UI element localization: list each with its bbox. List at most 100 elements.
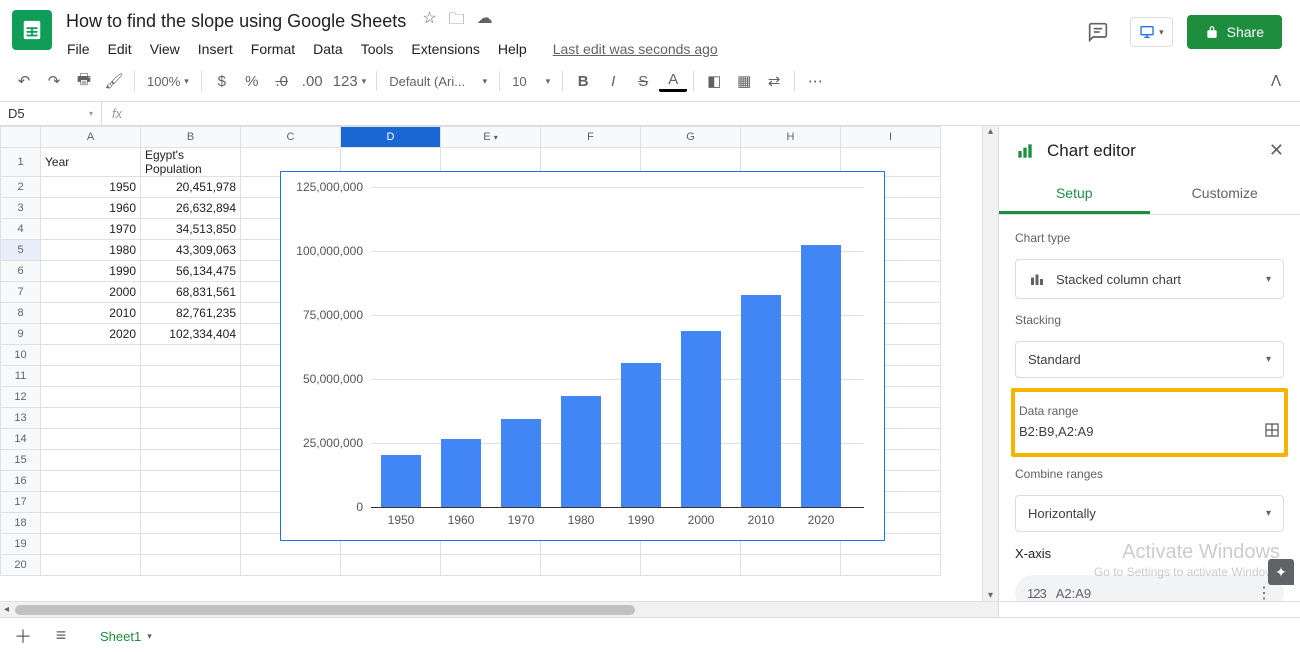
merge-icon[interactable]: ⇄ [760, 67, 788, 95]
xaxis-field[interactable]: 123 A2:A9 ⋮ [1015, 575, 1284, 601]
bar-1990[interactable] [621, 363, 661, 507]
col-header-H[interactable]: H [741, 127, 841, 148]
cell-B1[interactable]: Egypt's Population [141, 148, 241, 177]
col-header-I[interactable]: I [841, 127, 941, 148]
col-header-G[interactable]: G [641, 127, 741, 148]
row-header-20[interactable]: 20 [1, 555, 41, 576]
textcolor-button[interactable]: A [659, 70, 687, 92]
bar-2000[interactable] [681, 331, 721, 507]
cell-B13[interactable] [141, 408, 241, 429]
paintformat-icon[interactable]: 🖌 [100, 67, 128, 95]
cell-A13[interactable] [41, 408, 141, 429]
tab-customize[interactable]: Customize [1150, 175, 1300, 214]
row-header-1[interactable]: 1 [1, 148, 41, 177]
row-header-7[interactable]: 7 [1, 282, 41, 303]
explore-button[interactable]: ✦ [1268, 559, 1294, 585]
row-header-8[interactable]: 8 [1, 303, 41, 324]
row-header-2[interactable]: 2 [1, 177, 41, 198]
xaxis-more-icon[interactable]: ⋮ [1256, 583, 1272, 601]
cell-B2[interactable]: 20,451,978 [141, 177, 241, 198]
cell-B17[interactable] [141, 492, 241, 513]
cell-A5[interactable]: 1980 [41, 240, 141, 261]
name-box[interactable]: D5 [0, 102, 102, 125]
cell-B15[interactable] [141, 450, 241, 471]
cell-B6[interactable]: 56,134,475 [141, 261, 241, 282]
dec-decimal-button[interactable]: .0 [268, 67, 296, 95]
cell-A12[interactable] [41, 387, 141, 408]
col-header-F[interactable]: F [541, 127, 641, 148]
percent-button[interactable]: % [238, 67, 266, 95]
cell-C20[interactable] [241, 555, 341, 576]
cell-B4[interactable]: 34,513,850 [141, 219, 241, 240]
col-header-A[interactable]: A [41, 127, 141, 148]
close-icon[interactable]: ✕ [1269, 140, 1284, 161]
menu-extensions[interactable]: Extensions [404, 37, 486, 61]
cell-B10[interactable] [141, 345, 241, 366]
row-header-5[interactable]: 5 [1, 240, 41, 261]
move-icon[interactable]: 🗀 [449, 8, 465, 35]
fontsize-select[interactable]: 10 [506, 67, 556, 95]
cell-A4[interactable]: 1970 [41, 219, 141, 240]
col-header-C[interactable]: C [241, 127, 341, 148]
undo-icon[interactable]: ↶ [10, 67, 38, 95]
cell-E20[interactable] [441, 555, 541, 576]
cell-B18[interactable] [141, 513, 241, 534]
menu-insert[interactable]: Insert [191, 37, 240, 61]
sheets-logo-icon[interactable] [12, 10, 52, 50]
data-range-value[interactable]: B2:B9,A2:A9 [1019, 424, 1093, 439]
menu-edit[interactable]: Edit [101, 37, 139, 61]
cell-A19[interactable] [41, 534, 141, 555]
redo-icon[interactable]: ↷ [40, 67, 68, 95]
collapse-toolbar-icon[interactable]: ᐱ [1262, 67, 1290, 95]
add-sheet-button[interactable]: ＋ [8, 621, 38, 651]
row-header-13[interactable]: 13 [1, 408, 41, 429]
cell-A11[interactable] [41, 366, 141, 387]
row-header-12[interactable]: 12 [1, 387, 41, 408]
row-header-18[interactable]: 18 [1, 513, 41, 534]
tab-setup[interactable]: Setup [999, 175, 1150, 214]
cell-A18[interactable] [41, 513, 141, 534]
cell-D20[interactable] [341, 555, 441, 576]
menu-file[interactable]: File [60, 37, 97, 61]
row-header-14[interactable]: 14 [1, 429, 41, 450]
sheet-tab[interactable]: Sheet1 [84, 619, 168, 652]
present-button[interactable]: ▾ [1130, 17, 1173, 47]
row-header-10[interactable]: 10 [1, 345, 41, 366]
vertical-scrollbar[interactable]: ▴▾ [982, 126, 998, 601]
doc-title[interactable]: How to find the slope using Google Sheet… [60, 9, 412, 34]
more-icon[interactable]: ⋯ [801, 67, 829, 95]
number-format-button[interactable]: 123 [329, 67, 371, 95]
cell-I20[interactable] [841, 555, 941, 576]
cell-B5[interactable]: 43,309,063 [141, 240, 241, 261]
cell-B20[interactable] [141, 555, 241, 576]
cell-A1[interactable]: Year [41, 148, 141, 177]
row-header-11[interactable]: 11 [1, 366, 41, 387]
menu-format[interactable]: Format [244, 37, 302, 61]
borders-icon[interactable]: ▦ [730, 67, 758, 95]
row-header-3[interactable]: 3 [1, 198, 41, 219]
bold-button[interactable]: B [569, 67, 597, 95]
cell-A6[interactable]: 1990 [41, 261, 141, 282]
fillcolor-icon[interactable]: ◧ [700, 67, 728, 95]
cell-G20[interactable] [641, 555, 741, 576]
menu-data[interactable]: Data [306, 37, 350, 61]
currency-button[interactable]: $ [208, 67, 236, 95]
cell-B9[interactable]: 102,334,404 [141, 324, 241, 345]
font-select[interactable]: Default (Ari... [383, 67, 493, 95]
bar-1970[interactable] [501, 419, 541, 507]
last-edit-link[interactable]: Last edit was seconds ago [546, 37, 725, 61]
bar-1980[interactable] [561, 396, 601, 507]
cell-B14[interactable] [141, 429, 241, 450]
strike-button[interactable]: S [629, 67, 657, 95]
col-header-B[interactable]: B [141, 127, 241, 148]
cell-A10[interactable] [41, 345, 141, 366]
bar-2010[interactable] [741, 295, 781, 507]
zoom-select[interactable]: 100% [141, 67, 195, 95]
row-header-19[interactable]: 19 [1, 534, 41, 555]
bar-1960[interactable] [441, 439, 481, 507]
chart-type-select[interactable]: Stacked column chart ▾ [1015, 259, 1284, 299]
cell-A15[interactable] [41, 450, 141, 471]
cell-H20[interactable] [741, 555, 841, 576]
cell-B11[interactable] [141, 366, 241, 387]
share-button[interactable]: Share [1187, 15, 1282, 49]
